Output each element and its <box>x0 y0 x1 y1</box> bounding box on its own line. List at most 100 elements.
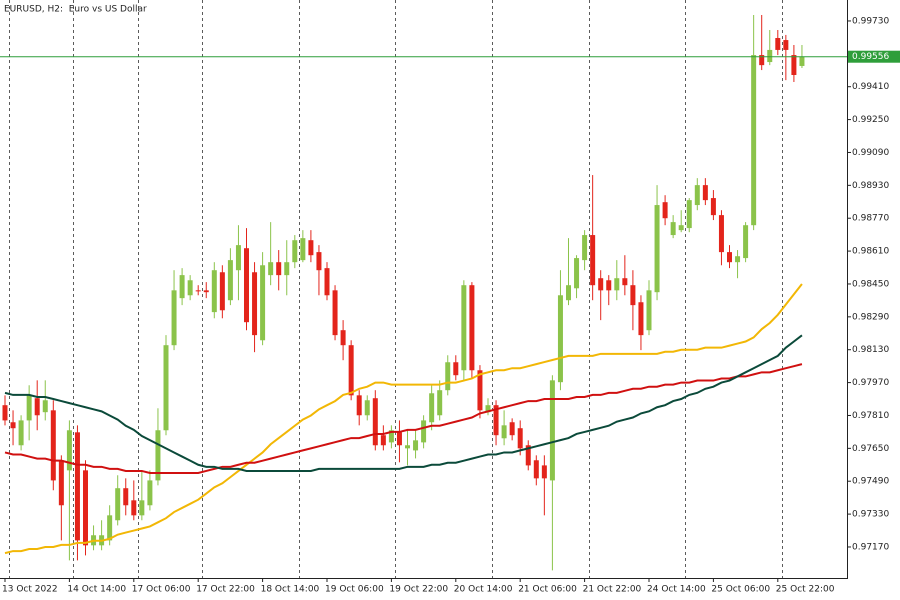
x-tick-label: 25 Oct 22:00 <box>776 585 835 595</box>
x-tick-label: 25 Oct 06:00 <box>711 585 770 595</box>
x-tick-label: 17 Oct 22:00 <box>196 585 255 595</box>
candle-body <box>179 275 185 299</box>
candle-body <box>34 398 40 416</box>
candle-body <box>525 445 531 466</box>
candle-body <box>244 248 249 323</box>
candle-body <box>566 285 571 301</box>
candle-body <box>2 405 8 421</box>
candle-body <box>83 470 88 546</box>
candle-body <box>187 280 193 296</box>
y-tick-label: 0.98290 <box>852 312 889 322</box>
candle-body <box>332 290 338 336</box>
candle-body <box>477 370 483 411</box>
y-tick-label: 0.98450 <box>852 279 889 289</box>
y-tick-label: 0.98130 <box>852 345 889 355</box>
moving-average-line <box>4 363 803 474</box>
candle-body <box>388 430 394 443</box>
candle-body <box>421 420 427 443</box>
candle-body <box>493 405 499 436</box>
y-tick-label: 0.99410 <box>852 82 889 92</box>
moving-average-line <box>4 334 803 472</box>
candle-body <box>662 202 668 219</box>
candle-body <box>429 393 435 423</box>
candle-body <box>211 270 217 313</box>
candle-body <box>461 285 467 371</box>
candle-body <box>638 302 644 336</box>
candle-body <box>219 272 225 311</box>
candle-body <box>799 56 805 66</box>
candle-body <box>735 256 741 263</box>
candle-body <box>300 238 306 261</box>
candle-body <box>171 290 177 346</box>
current-price-box <box>848 50 900 63</box>
current-price-label: 0.99556 <box>852 52 889 62</box>
candle-body <box>694 185 700 206</box>
candle-body <box>759 55 765 66</box>
candle-body <box>268 262 274 276</box>
candle-body <box>654 205 660 293</box>
candle-body <box>678 225 684 231</box>
candle-body <box>131 500 137 516</box>
y-tick-label: 0.98930 <box>852 181 889 191</box>
y-tick-label: 0.98770 <box>852 214 889 224</box>
candle-body <box>590 235 596 286</box>
candle-body <box>292 240 298 263</box>
candle-body <box>276 262 282 276</box>
candle-body <box>26 395 32 421</box>
x-tick-label: 21 Oct 06:00 <box>518 585 577 595</box>
candle-body <box>316 252 322 271</box>
candle-body <box>348 345 354 396</box>
candle-body <box>107 515 113 541</box>
candle-body <box>364 400 370 416</box>
candle-body <box>670 222 676 236</box>
candle-body <box>485 405 491 413</box>
candle-body <box>437 390 443 416</box>
candle-body <box>324 268 330 296</box>
candle-body <box>743 225 749 259</box>
y-tick-label: 0.98610 <box>852 247 889 257</box>
x-tick-label: 13 Oct 2022 <box>2 585 58 595</box>
candle-body <box>686 200 692 229</box>
candle-body <box>582 235 588 261</box>
x-tick-label: 20 Oct 14:00 <box>454 585 513 595</box>
candle-body <box>533 460 539 479</box>
candle-body <box>445 362 451 391</box>
candle-body <box>469 285 475 371</box>
candle-body <box>123 488 129 506</box>
candle-body <box>783 40 789 50</box>
candle-body <box>767 49 773 63</box>
candle-body <box>195 290 201 292</box>
candle-body <box>791 55 797 75</box>
candle-body <box>630 285 636 306</box>
candle-body <box>308 240 314 256</box>
x-tick-label: 18 Oct 14:00 <box>261 585 320 595</box>
candle-body <box>541 465 547 479</box>
moving-average-line <box>4 283 803 555</box>
candle-body <box>252 272 258 336</box>
x-tick-label: 24 Oct 14:00 <box>647 585 706 595</box>
candle-body <box>50 410 56 481</box>
candle-body <box>646 290 652 331</box>
x-tick-label: 21 Oct 22:00 <box>583 585 642 595</box>
candle-body <box>18 420 24 446</box>
candle-body <box>10 422 16 429</box>
candle-body <box>227 260 233 301</box>
candle-body <box>614 278 620 291</box>
x-tick-label: 17 Oct 06:00 <box>132 585 191 595</box>
candle-body <box>574 258 580 289</box>
y-tick-label: 0.97650 <box>852 444 889 454</box>
candle-body <box>260 265 266 341</box>
y-tick-label: 0.99730 <box>852 16 889 26</box>
candle-body <box>405 445 410 449</box>
y-tick-label: 0.99250 <box>852 115 889 125</box>
candle-body <box>702 185 708 201</box>
chart-title: EURUSD, H2: Euro vs US Dollar <box>4 5 147 15</box>
x-tick-label: 19 Oct 06:00 <box>325 585 384 595</box>
candle-body <box>58 460 64 506</box>
candle-body <box>501 425 507 439</box>
candle-body <box>139 500 145 516</box>
candle-body <box>284 262 290 276</box>
candle-body <box>235 245 241 271</box>
